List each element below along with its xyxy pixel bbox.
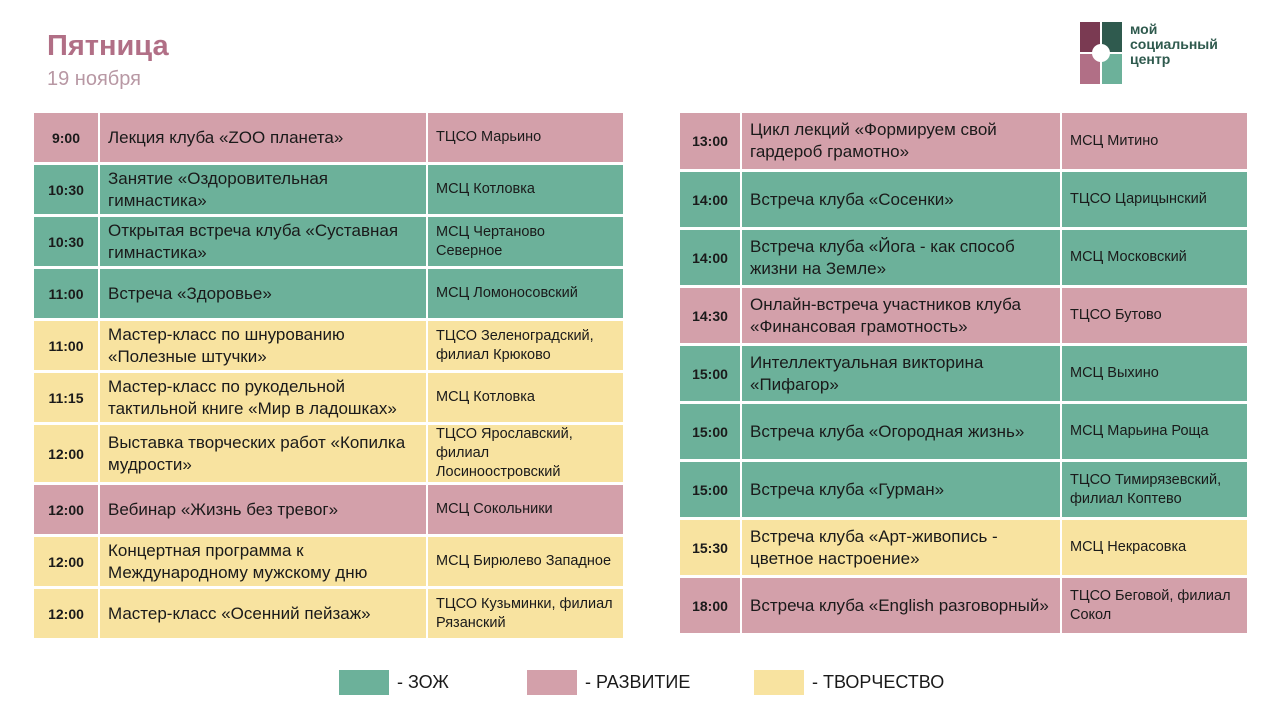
event-time: 11:15 — [34, 373, 98, 422]
schedule-row: 14:30 Онлайн-встреча участников клуба «Фи… — [680, 288, 1247, 343]
event-time: 12:00 — [34, 589, 98, 638]
event-title: Встреча клуба «English разговорный» — [742, 578, 1060, 633]
event-place: МСЦ Некрасовка — [1062, 520, 1247, 575]
event-time: 15:00 — [680, 346, 740, 401]
event-title: Выставка творческих работ «Копилка мудро… — [100, 425, 426, 482]
schedule-row: 12:00 Концертная программа к Международно… — [34, 537, 623, 586]
event-time: 10:30 — [34, 217, 98, 266]
event-place: ТЦСО Царицынский — [1062, 172, 1247, 227]
event-place: МСЦ Ломоносовский — [428, 269, 623, 318]
event-title: Встреча клуба «Арт-живопись - цветное на… — [742, 520, 1060, 575]
legend-item-zozh: - ЗОЖ — [339, 670, 449, 695]
event-time: 9:00 — [34, 113, 98, 162]
schedule-table-left: 9:00 Лекция клуба «ZOO планета» ТЦСО Марьи… — [34, 113, 623, 638]
event-title: Онлайн-встреча участников клуба «Финансо… — [742, 288, 1060, 343]
event-place: ТЦСО Кузьминки, филиал Рязанский — [428, 589, 623, 638]
schedule-table-right: 13:00 Цикл лекций «Формируем свой гардеро… — [680, 113, 1247, 633]
schedule-row: 11:00 Мастер-класс по шнурованию «Полезны… — [34, 321, 623, 370]
schedule-row: 9:00 Лекция клуба «ZOO планета» ТЦСО Марьи… — [34, 113, 623, 162]
event-time: 12:00 — [34, 537, 98, 586]
event-place: ТЦСО Марьино — [428, 113, 623, 162]
event-place: МСЦ Марьина Роща — [1062, 404, 1247, 459]
legend-item-tvorchestvo: - ТВОРЧЕСТВО — [754, 670, 944, 695]
event-place: МСЦ Котловка — [428, 165, 623, 214]
schedule-row: 10:30 Открытая встреча клуба «Суставная г… — [34, 217, 623, 266]
legend-swatch — [754, 670, 804, 695]
logo-line-3: центр — [1130, 51, 1171, 67]
schedule-row: 13:00 Цикл лекций «Формируем свой гардеро… — [680, 113, 1247, 169]
schedule-row: 10:30 Занятие «Оздоровительная гимнастика… — [34, 165, 623, 214]
event-place: МСЦ Чертаново Северное — [428, 217, 623, 266]
event-title: Встреча клуба «Сосенки» — [742, 172, 1060, 227]
logo: мой социальный центр — [1080, 22, 1218, 84]
event-title: Встреча клуба «Гурман» — [742, 462, 1060, 517]
schedule-row: 12:00 Мастер-класс «Осенний пейзаж» ТЦСО К… — [34, 589, 623, 638]
event-title: Цикл лекций «Формируем свой гардероб гра… — [742, 113, 1060, 169]
event-place: МСЦ Московский — [1062, 230, 1247, 285]
schedule-row: 11:00 Встреча «Здоровье» МСЦ Ломоносовский — [34, 269, 623, 318]
event-place: ТЦСО Зеленоградский, филиал Крюково — [428, 321, 623, 370]
schedule-row: 15:00 Встреча клуба «Огородная жизнь» МСЦ … — [680, 404, 1247, 459]
event-place: МСЦ Бирюлево Западное — [428, 537, 623, 586]
event-time: 11:00 — [34, 269, 98, 318]
event-place: ТЦСО Беговой, филиал Сокол — [1062, 578, 1247, 633]
event-time: 10:30 — [34, 165, 98, 214]
event-title: Вебинар «Жизнь без тревог» — [100, 485, 426, 534]
event-place: ТЦСО Тимирязевский, филиал Коптево — [1062, 462, 1247, 517]
legend-label: - ТВОРЧЕСТВО — [812, 672, 945, 692]
schedule-row: 14:00 Встреча клуба «Сосенки» ТЦСО Царицын… — [680, 172, 1247, 227]
event-time: 14:00 — [680, 230, 740, 285]
event-time: 15:30 — [680, 520, 740, 575]
schedule-row: 15:30 Встреча клуба «Арт-живопись - цветн… — [680, 520, 1247, 575]
logo-line-1: мой — [1130, 21, 1158, 37]
schedule-row: 15:00 Интеллектуальная викторина «Пифагор… — [680, 346, 1247, 401]
legend-item-razvitie: - РАЗВИТИЕ — [527, 670, 690, 695]
legend-swatch — [339, 670, 389, 695]
event-time: 12:00 — [34, 425, 98, 482]
event-title: Интеллектуальная викторина «Пифагор» — [742, 346, 1060, 401]
event-time: 13:00 — [680, 113, 740, 169]
event-time: 12:00 — [34, 485, 98, 534]
schedule-row: 14:00 Встреча клуба «Йога - как способ жи… — [680, 230, 1247, 285]
legend-label: - РАЗВИТИЕ — [585, 672, 691, 692]
page-title: Пятница — [47, 30, 169, 62]
event-title: Открытая встреча клуба «Суставная гимнас… — [100, 217, 426, 266]
schedule-row: 18:00 Встреча клуба «English разговорный»… — [680, 578, 1247, 633]
event-title: Мастер-класс «Осенний пейзаж» — [100, 589, 426, 638]
event-title: Встреча «Здоровье» — [100, 269, 426, 318]
event-title: Концертная программа к Международному му… — [100, 537, 426, 586]
event-time: 11:00 — [34, 321, 98, 370]
logo-line-2: социальный — [1130, 36, 1218, 52]
logo-mark-icon — [1080, 22, 1122, 84]
legend-label: - ЗОЖ — [397, 672, 449, 692]
event-time: 15:00 — [680, 404, 740, 459]
event-title: Занятие «Оздоровительная гимнастика» — [100, 165, 426, 214]
event-time: 15:00 — [680, 462, 740, 517]
event-time: 14:00 — [680, 172, 740, 227]
event-place: МСЦ Сокольники — [428, 485, 623, 534]
schedule-row: 15:00 Встреча клуба «Гурман» ТЦСО Тимирязе… — [680, 462, 1247, 517]
event-title: Встреча клуба «Огородная жизнь» — [742, 404, 1060, 459]
page-date: 19 ноября — [47, 68, 141, 90]
legend-swatch — [527, 670, 577, 695]
event-time: 14:30 — [680, 288, 740, 343]
event-place: МСЦ Выхино — [1062, 346, 1247, 401]
event-title: Встреча клуба «Йога - как способ жизни н… — [742, 230, 1060, 285]
event-place: МСЦ Митино — [1062, 113, 1247, 169]
schedule-row: 12:00 Выставка творческих работ «Копилка … — [34, 425, 623, 482]
event-title: Мастер-класс по рукодельной тактильной к… — [100, 373, 426, 422]
event-title: Мастер-класс по шнурованию «Полезные шту… — [100, 321, 426, 370]
schedule-row: 11:15 Мастер-класс по рукодельной тактиль… — [34, 373, 623, 422]
schedule-row: 12:00 Вебинар «Жизнь без тревог» МСЦ Сокол… — [34, 485, 623, 534]
event-time: 18:00 — [680, 578, 740, 633]
event-place: МСЦ Котловка — [428, 373, 623, 422]
event-place: ТЦСО Ярославский, филиал Лосиноостровски… — [428, 425, 623, 482]
event-title: Лекция клуба «ZOO планета» — [100, 113, 426, 162]
event-place: ТЦСО Бутово — [1062, 288, 1247, 343]
